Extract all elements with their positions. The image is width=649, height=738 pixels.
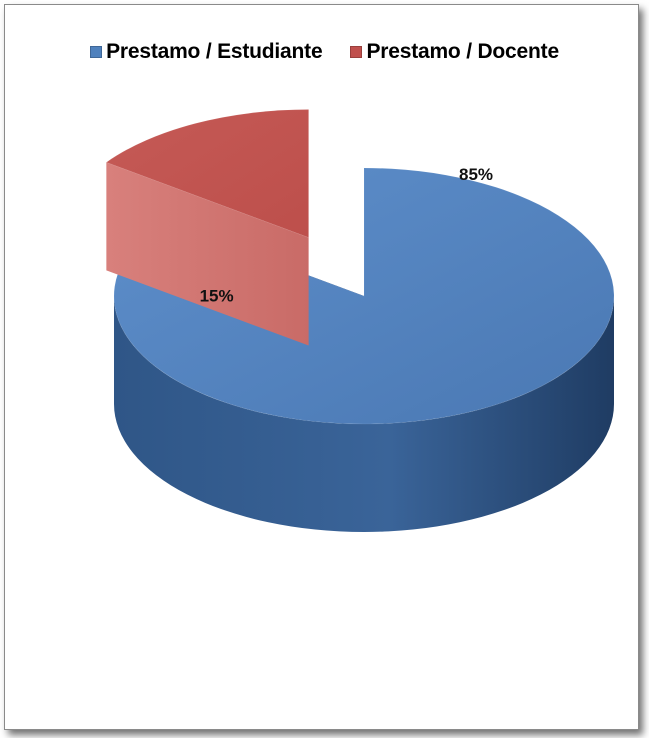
data-label-docente: 15%	[200, 287, 234, 306]
data-label-estudiante: 85%	[459, 165, 493, 184]
pie-slice-estudiante	[113, 167, 615, 425]
legend-swatch-estudiante	[90, 46, 103, 58]
legend-label-estudiante: Prestamo / Estudiante	[106, 40, 323, 63]
chart-legend: Prestamo / Estudiante Prestamo / Docente	[0, 40, 649, 64]
legend-item-estudiante: Prestamo / Estudiante	[90, 40, 323, 64]
pie-cut-face-docente	[106, 162, 309, 346]
pie-slice-docente	[105, 109, 310, 239]
legend-swatch-docente	[350, 46, 363, 58]
legend-item-docente: Prestamo / Docente	[350, 40, 559, 64]
legend-label-docente: Prestamo / Docente	[366, 40, 559, 63]
pie-side-estudiante	[114, 296, 614, 532]
